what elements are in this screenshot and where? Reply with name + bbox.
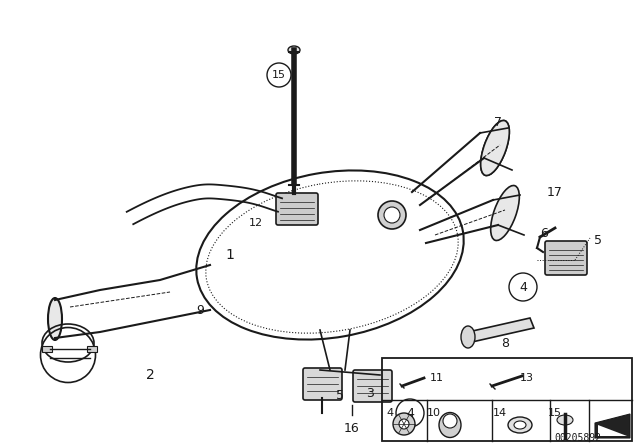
Ellipse shape bbox=[439, 413, 461, 438]
Ellipse shape bbox=[288, 46, 300, 54]
Text: 00205892: 00205892 bbox=[554, 433, 602, 443]
Text: 12: 12 bbox=[249, 218, 263, 228]
Polygon shape bbox=[595, 414, 630, 438]
Circle shape bbox=[393, 413, 415, 435]
Text: 16: 16 bbox=[344, 422, 360, 435]
Text: 14: 14 bbox=[493, 408, 507, 418]
Text: 8: 8 bbox=[501, 336, 509, 349]
Ellipse shape bbox=[384, 207, 400, 223]
Text: 1: 1 bbox=[225, 248, 234, 262]
Ellipse shape bbox=[443, 414, 457, 428]
Text: 10: 10 bbox=[427, 408, 441, 418]
Polygon shape bbox=[468, 318, 534, 342]
Bar bbox=[42, 346, 52, 352]
Polygon shape bbox=[598, 425, 627, 436]
Bar bbox=[382, 358, 632, 441]
Text: 4: 4 bbox=[406, 406, 414, 419]
Text: 4: 4 bbox=[519, 280, 527, 293]
Text: 15: 15 bbox=[548, 408, 562, 418]
Text: 5: 5 bbox=[336, 388, 344, 401]
Text: 3: 3 bbox=[366, 387, 374, 400]
Text: 15: 15 bbox=[272, 70, 286, 80]
FancyBboxPatch shape bbox=[353, 370, 392, 402]
Ellipse shape bbox=[461, 326, 475, 348]
Text: 5: 5 bbox=[594, 233, 602, 246]
Ellipse shape bbox=[48, 298, 62, 340]
Ellipse shape bbox=[481, 121, 509, 176]
Text: 2: 2 bbox=[146, 368, 154, 382]
FancyBboxPatch shape bbox=[276, 193, 318, 225]
Text: 7: 7 bbox=[494, 116, 502, 129]
Text: 13: 13 bbox=[520, 373, 534, 383]
Ellipse shape bbox=[557, 415, 573, 425]
Bar bbox=[87, 346, 97, 352]
FancyBboxPatch shape bbox=[303, 368, 342, 400]
Ellipse shape bbox=[491, 185, 519, 241]
Circle shape bbox=[399, 419, 409, 429]
Ellipse shape bbox=[481, 121, 509, 176]
Text: 11: 11 bbox=[430, 373, 444, 383]
Ellipse shape bbox=[378, 201, 406, 229]
Text: 9: 9 bbox=[196, 303, 204, 316]
FancyBboxPatch shape bbox=[545, 241, 587, 275]
Ellipse shape bbox=[508, 417, 532, 433]
Text: 6: 6 bbox=[540, 227, 548, 240]
Text: 17: 17 bbox=[547, 185, 563, 198]
Ellipse shape bbox=[514, 421, 526, 429]
Text: 4: 4 bbox=[387, 408, 394, 418]
